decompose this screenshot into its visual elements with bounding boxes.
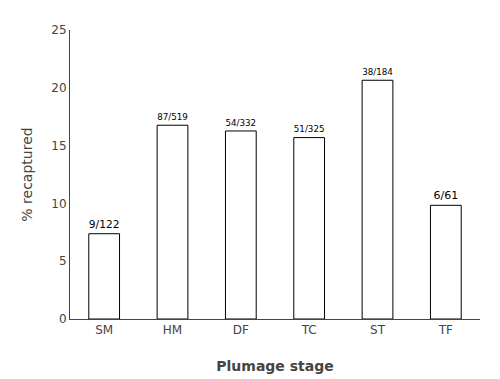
svg-text:0: 0	[59, 312, 67, 326]
svg-text:TF: TF	[438, 323, 453, 337]
svg-text:15: 15	[51, 139, 66, 153]
svg-text:SM: SM	[95, 323, 113, 337]
svg-text:38/184: 38/184	[362, 67, 393, 77]
svg-text:87/519: 87/519	[157, 112, 188, 122]
svg-text:% recaptured: % recaptured	[19, 127, 35, 221]
svg-text:9/122: 9/122	[89, 218, 120, 231]
svg-text:54/332: 54/332	[225, 118, 256, 128]
svg-text:51/325: 51/325	[294, 124, 325, 134]
svg-text:TC: TC	[301, 323, 317, 337]
svg-text:25: 25	[51, 23, 66, 37]
svg-text:5: 5	[59, 254, 67, 268]
svg-text:DF: DF	[233, 323, 249, 337]
svg-text:Plumage stage: Plumage stage	[216, 358, 333, 374]
svg-text:10: 10	[51, 197, 66, 211]
svg-text:6/61: 6/61	[433, 189, 458, 202]
svg-text:ST: ST	[370, 323, 386, 337]
svg-text:HM: HM	[163, 323, 182, 337]
svg-text:20: 20	[51, 81, 66, 95]
